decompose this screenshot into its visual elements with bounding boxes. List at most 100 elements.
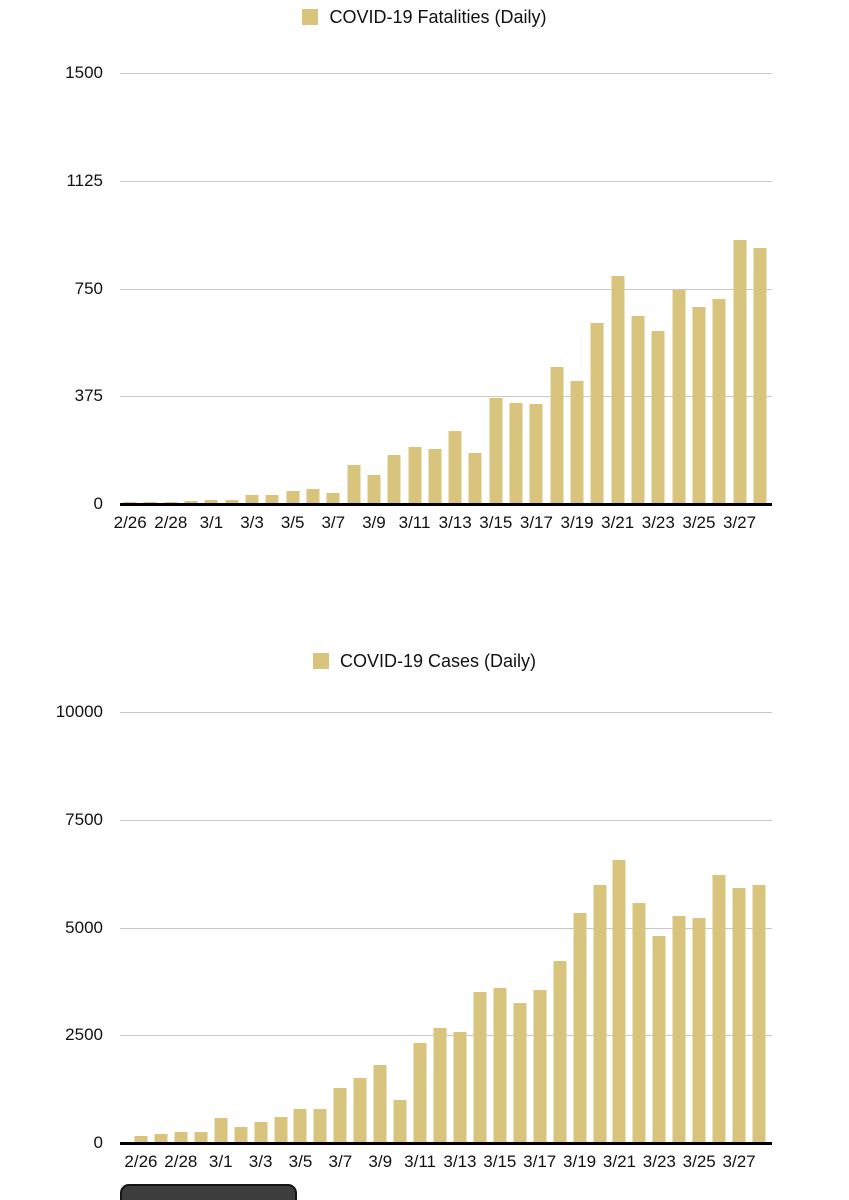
y-tick-label: 1125 (66, 170, 103, 190)
bar-slot (510, 712, 530, 1142)
x-tick-slot: 2/28 (164, 1147, 197, 1177)
fatalities-legend-swatch (302, 9, 319, 25)
bar (225, 499, 239, 503)
x-tick-label: 3/17 (523, 1152, 557, 1171)
bar (712, 298, 726, 503)
x-tick-slot: 2/26 (114, 508, 147, 538)
cut-off-dark-button[interactable] (120, 1184, 297, 1200)
bar (234, 1127, 248, 1142)
bar (593, 884, 607, 1142)
gridline (120, 180, 772, 182)
x-tick-slot (587, 508, 607, 538)
bar (373, 1064, 387, 1142)
bar-slot (384, 73, 404, 503)
bar (367, 475, 381, 503)
bar (293, 1108, 307, 1142)
gridline (120, 927, 772, 929)
bar (573, 913, 587, 1142)
bar (652, 936, 666, 1142)
x-tick-label: 3/27 (722, 1152, 756, 1171)
bar-slot (547, 73, 567, 503)
bar-slot (350, 712, 370, 1142)
x-tick-label: 3/1 (199, 513, 224, 532)
bar-slot (303, 73, 323, 503)
x-tick-slot: 3/7 (329, 1147, 353, 1177)
x-tick-slot: 3/9 (368, 1147, 392, 1177)
x-tick-label: 3/3 (240, 513, 264, 532)
gridline (120, 396, 772, 398)
bar-slot (669, 712, 689, 1142)
x-tick-label: 3/5 (280, 513, 305, 532)
bar-slot (343, 73, 363, 503)
x-tick-label: 3/3 (248, 1152, 273, 1171)
bar (214, 1117, 228, 1142)
bar (631, 316, 645, 503)
x-tick-label: 3/19 (563, 1152, 597, 1171)
bar-slot (729, 73, 749, 503)
x-tick-slot (470, 1147, 490, 1177)
bar-slot (587, 73, 607, 503)
x-tick-slot: 3/13 (439, 508, 472, 538)
x-tick-label: 3/15 (483, 1152, 517, 1171)
bar-slot (465, 73, 485, 503)
x-tick-slot: 3/5 (280, 508, 305, 538)
x-tick-slot: 3/3 (248, 1147, 273, 1177)
x-tick-label: 3/13 (443, 1152, 477, 1171)
x-tick-slot: 3/27 (723, 508, 756, 538)
x-tick-slot: 3/15 (483, 1147, 516, 1177)
bar-slot (590, 712, 610, 1142)
x-tick-slot (749, 1147, 769, 1177)
bar (408, 446, 422, 503)
bar (393, 1100, 407, 1142)
fatalities-x-axis-line (120, 503, 772, 506)
x-tick-slot: 3/17 (520, 508, 553, 538)
bar-slot (430, 712, 450, 1142)
bar (489, 397, 503, 503)
bar-slot (490, 712, 510, 1142)
bar-slot (231, 712, 251, 1142)
x-tick-slot (191, 1147, 211, 1177)
bar (306, 488, 320, 503)
x-tick-label: 3/23 (642, 1152, 676, 1171)
x-tick-slot (465, 508, 485, 538)
bar (274, 1116, 288, 1142)
x-tick-slot (310, 1147, 330, 1177)
bar (753, 248, 767, 503)
bar-slot (410, 712, 430, 1142)
x-tick-label: 2/26 (124, 1152, 158, 1171)
x-tick-slot: 3/11 (399, 508, 431, 538)
x-tick-slot (668, 508, 688, 538)
fatalities-legend-label: COVID-19 Fatalities (Daily) (329, 7, 547, 27)
bar (732, 887, 746, 1142)
bar (733, 239, 747, 503)
gridline (120, 1035, 772, 1037)
x-tick-label: 3/21 (602, 1152, 637, 1171)
bar-slot (570, 712, 590, 1142)
x-tick-slot: 3/11 (404, 1147, 436, 1177)
bar-slot (251, 712, 271, 1142)
x-tick-label: 3/17 (519, 513, 553, 532)
x-tick-slot (669, 1147, 689, 1177)
bar-slot (689, 73, 709, 503)
bar (254, 1121, 268, 1142)
bar (184, 500, 198, 503)
y-tick-label: 0 (93, 494, 103, 513)
bar (672, 290, 686, 503)
x-tick-slot (510, 1147, 530, 1177)
bar (468, 452, 482, 503)
x-tick-label: 2/28 (154, 513, 188, 532)
bar (164, 501, 178, 503)
y-tick-label: 0 (93, 1133, 103, 1152)
bar (651, 330, 665, 503)
x-tick-slot (709, 1147, 729, 1177)
x-tick-slot (709, 508, 729, 538)
bar (313, 1108, 327, 1142)
bar (509, 402, 523, 503)
cases-legend-swatch (312, 653, 329, 669)
bar (286, 491, 300, 503)
x-tick-label: 3/1 (208, 1152, 233, 1171)
x-tick-slot (425, 508, 445, 538)
x-tick-slot: 3/27 (723, 1147, 756, 1177)
bar-slot (689, 712, 709, 1142)
